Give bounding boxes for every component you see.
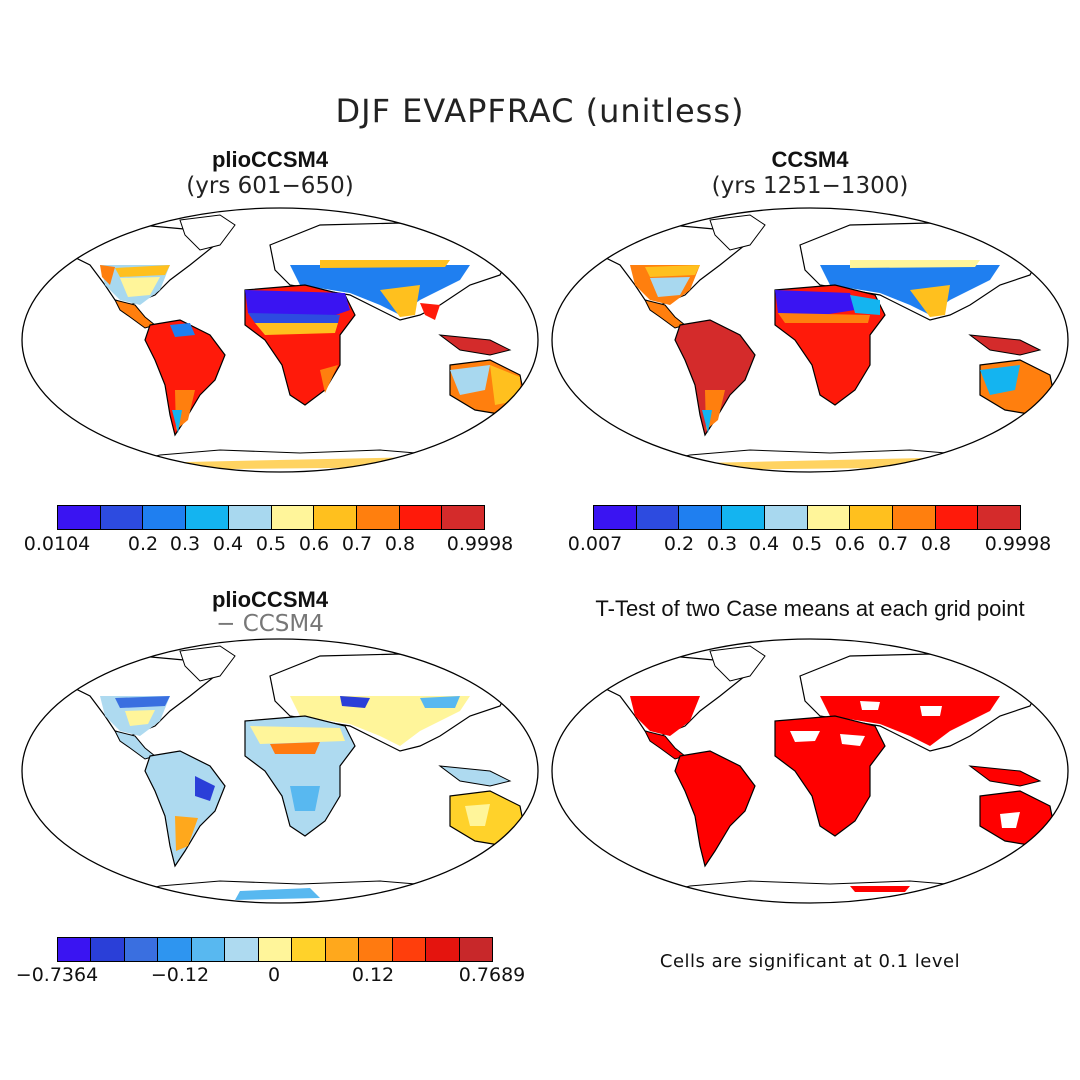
colorbar-swatch — [100, 506, 144, 529]
colorbar-tick: 0.5 — [791, 533, 823, 555]
colorbar-tick: −0.12 — [150, 964, 210, 986]
colorbar-swatch — [722, 506, 765, 529]
colorbar-tick: 0.3 — [169, 533, 201, 555]
colorbar-swatch — [679, 506, 723, 529]
colorbar-swatch — [225, 938, 259, 961]
colorbar-tick: 0.8 — [920, 533, 952, 555]
colorbar-tick: 0.6 — [834, 533, 866, 555]
colorbar-tick: 0 — [267, 964, 281, 986]
colorbar-tick: 0.0104 — [23, 533, 91, 555]
colorbar-tick: 0.9998 — [446, 533, 514, 555]
colorbar-tick: 0.7 — [877, 533, 909, 555]
colorbar-swatch — [186, 506, 229, 529]
colorbar-tick: 0.007 — [567, 533, 623, 555]
colorbar-difference — [57, 937, 493, 962]
colorbar-swatch — [292, 938, 326, 961]
colorbar-swatch — [935, 506, 979, 529]
map-plioccsm4 — [21, 207, 539, 473]
colorbar-tick: 0.4 — [748, 533, 780, 555]
colorbar-swatch — [314, 506, 357, 529]
colorbar-tick: 0.6 — [298, 533, 330, 555]
colorbar-plioccsm4 — [57, 505, 485, 530]
colorbar-tick: 0.5 — [255, 533, 287, 555]
colorbar-swatch — [764, 506, 808, 529]
map-ttest — [551, 638, 1069, 904]
colorbar-swatch — [426, 938, 460, 961]
panel-title-plioccsm4: plioCCSM4 — [211, 147, 329, 172]
colorbar-tick: 0.9998 — [984, 533, 1052, 555]
colorbar-swatch — [356, 506, 400, 529]
colorbar-tick: 0.2 — [663, 533, 695, 555]
colorbar-tick: −0.7364 — [15, 964, 99, 986]
panel-subtitle-ccsm4: (yrs 1251−1300) — [711, 173, 909, 199]
colorbar-swatch — [359, 938, 393, 961]
colorbar-tick: 0.3 — [706, 533, 738, 555]
colorbar-swatch — [191, 938, 226, 961]
colorbar-swatch — [636, 506, 680, 529]
colorbar-swatch — [91, 938, 125, 961]
map-ccsm4 — [551, 207, 1069, 473]
panel-subtitle-plioccsm4: (yrs 601−650) — [186, 173, 354, 199]
colorbar-swatch — [399, 506, 443, 529]
colorbar-tick: 0.7 — [341, 533, 373, 555]
panel-title-ttest: T-Test of two Case means at each grid po… — [595, 596, 1025, 621]
colorbar-swatch — [58, 506, 101, 529]
panel-title-difference: plioCCSM4 — [211, 587, 329, 612]
colorbar-swatch — [892, 506, 936, 529]
colorbar-swatch — [228, 506, 272, 529]
colorbar-swatch — [807, 506, 851, 529]
panel-title-ccsm4: CCSM4 — [771, 147, 849, 172]
colorbar-swatch — [143, 506, 187, 529]
map-difference — [21, 638, 539, 904]
colorbar-swatch — [158, 938, 192, 961]
colorbar-swatch — [258, 938, 293, 961]
figure-title: DJF EVAPFRAC (unitless) — [335, 92, 745, 130]
colorbar-swatch — [271, 506, 315, 529]
panel-subtitle-difference: − CCSM4 — [216, 611, 324, 637]
colorbar-swatch — [58, 938, 92, 961]
colorbar-tick: 0.12 — [351, 964, 395, 986]
significance-note: Cells are significant at 0.1 level — [659, 951, 961, 972]
colorbar-tick: 0.7689 — [458, 964, 526, 986]
colorbar-swatch — [325, 938, 360, 961]
colorbar-swatch — [124, 938, 159, 961]
colorbar-swatch — [459, 938, 493, 961]
colorbar-swatch — [594, 506, 637, 529]
colorbar-swatch — [978, 506, 1021, 529]
colorbar-tick: 0.4 — [212, 533, 244, 555]
colorbar-swatch — [850, 506, 893, 529]
colorbar-swatch — [392, 938, 427, 961]
colorbar-tick: 0.8 — [384, 533, 416, 555]
colorbar-swatch — [442, 506, 485, 529]
colorbar-tick: 0.2 — [127, 533, 159, 555]
colorbar-ccsm4 — [593, 505, 1021, 530]
